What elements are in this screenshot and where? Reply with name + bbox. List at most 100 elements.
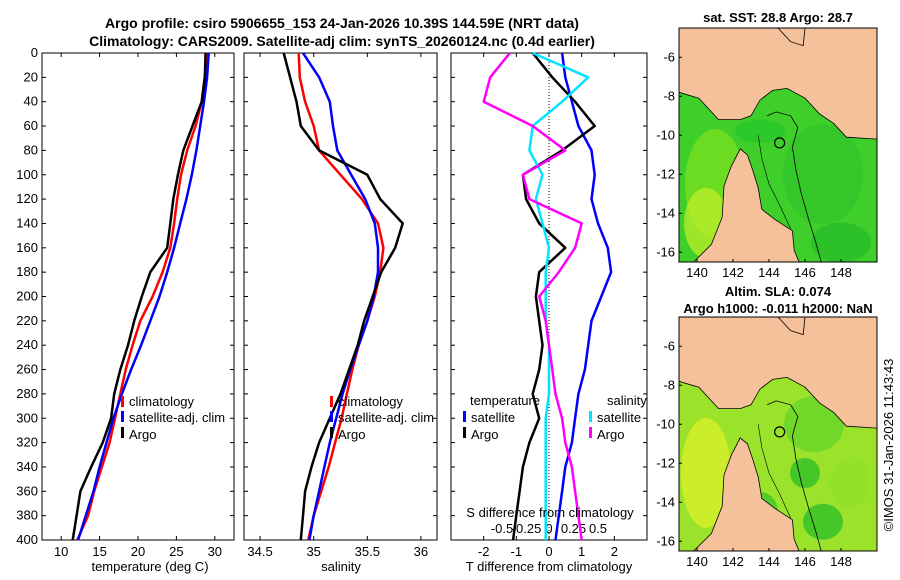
lat-tick-label: -12 [656, 455, 675, 470]
depth-contour [757, 135, 791, 230]
sla-map: 140 142 144 146 148 -6 -8 -10 -12 -14 -16 [656, 316, 878, 569]
lon-tick-label: 140 [686, 265, 708, 280]
lat-tick-label: -6 [663, 338, 675, 353]
t-difference-xlabel: T difference from climatology [466, 559, 633, 574]
lat-tick-label: -12 [656, 166, 675, 181]
series-line-temperature-argo [511, 52, 596, 541]
legend-label-satellite: satellite-adj. clim [338, 410, 434, 425]
y-tick-label: 320 [16, 435, 38, 450]
x-tick-label: 1 [578, 544, 585, 559]
lat-tick-label: -8 [663, 88, 675, 103]
y-tick-label: 340 [16, 459, 38, 474]
salinity-legend: climatology satellite-adj. clim Argo [330, 394, 434, 442]
legend-swatch-climatology [330, 396, 333, 407]
legend-swatch-climatology [121, 396, 124, 407]
lat-tick-label: -14 [656, 494, 675, 509]
map-content [679, 317, 877, 551]
sla-map-subtitle: Argo h1000: -0.011 h2000: NaN [683, 301, 872, 316]
series-line-argo [71, 52, 207, 541]
y-tick-label: 80 [24, 142, 38, 157]
s-tick-label: -0.5 [491, 521, 513, 536]
depth-contour [767, 400, 822, 551]
argo-float-marker [774, 426, 786, 438]
y-tick-label: 300 [16, 410, 38, 425]
x-tick-label: 2 [611, 544, 618, 559]
field-patch [783, 124, 863, 225]
lat-tick-label: -16 [656, 244, 675, 259]
field-patch [784, 396, 844, 453]
legend-label-climatology: climatology [129, 394, 195, 409]
map-frame [678, 27, 878, 263]
legend-swatch-temp-argo [463, 427, 466, 438]
legend-heading-temperature: temperature [470, 393, 540, 408]
salinity-panel: 34.5 35 35.5 36 [243, 52, 438, 559]
legend-swatch-argo [330, 427, 333, 438]
y-tick-label: 120 [16, 191, 38, 206]
lon-tick-label: 146 [794, 265, 816, 280]
x-tick-label: 34.5 [247, 544, 272, 559]
legend-label-satellite: satellite-adj. clim [129, 410, 225, 425]
sst-map: 140 142 144 146 148 -6 -8 -10 -12 -14 -16 [656, 27, 878, 280]
legend-swatch-sal-satellite [589, 411, 592, 422]
plot-frame [41, 52, 235, 541]
legend-label-sal-satellite: satellite [597, 410, 641, 425]
s-tick-label: 0 [545, 521, 552, 536]
temperature-legend: climatology satellite-adj. clim Argo [121, 394, 225, 442]
y-tick-label: 240 [16, 337, 38, 352]
lon-tick-label: 142 [722, 554, 744, 569]
y-tick-label: 140 [16, 215, 38, 230]
depth-contour [767, 111, 822, 262]
temperature-xlabel: temperature (deg C) [91, 559, 208, 574]
x-tick-label: 35 [306, 544, 320, 559]
land-mass [679, 317, 877, 429]
series-line-satellite [76, 52, 210, 541]
land-mass [679, 28, 877, 140]
difference-legend-temperature: temperature satellite Argo [463, 393, 540, 442]
difference-panel: -2 -1 0 1 2 -0.5-0.25 0 0.25 0.5 [450, 51, 648, 559]
title-line-2: Climatology: CARS2009. Satellite-adj cli… [89, 33, 595, 49]
field-patch [681, 418, 731, 528]
x-tick-label: 36 [414, 544, 428, 559]
x-tick-label: -2 [478, 544, 490, 559]
lon-tick-label: 144 [758, 554, 780, 569]
series-line-argo [282, 52, 404, 541]
lon-tick-label: 146 [794, 554, 816, 569]
y-tick-label: 360 [16, 483, 38, 498]
map-frame [678, 316, 878, 552]
lon-tick-label: 148 [830, 554, 852, 569]
imos-credit: ©IMOS 31-Jan-2026 11:43:43 [881, 359, 896, 532]
depth-contour [757, 424, 791, 519]
land-mass [777, 28, 806, 47]
field-patch [811, 222, 871, 262]
land-mass [693, 148, 800, 262]
lon-tick-label: 142 [722, 265, 744, 280]
land-mass [693, 437, 800, 551]
legend-swatch-satellite [330, 411, 333, 422]
legend-swatch-argo [121, 427, 124, 438]
y-tick-label: 160 [16, 240, 38, 255]
argo-float-marker [774, 137, 786, 149]
y-tick-label: 380 [16, 508, 38, 523]
sla-map-title: Altim. SLA: 0.074 [725, 284, 832, 299]
legend-label-climatology: climatology [338, 394, 404, 409]
y-tick-label: 60 [24, 118, 38, 133]
sst-map-title: sat. SST: 28.8 Argo: 28.7 [703, 10, 853, 25]
lat-tick-label: -8 [663, 377, 675, 392]
y-tick-label: 100 [16, 167, 38, 182]
field-patch [735, 119, 785, 144]
series-line-climatology [76, 52, 208, 541]
legend-label-temp-satellite: satellite [471, 410, 515, 425]
y-tick-label: 180 [16, 264, 38, 279]
x-tick-label: 0 [545, 544, 552, 559]
map-content [679, 28, 877, 262]
x-tick-label: 30 [208, 544, 222, 559]
y-tick-label: 400 [16, 532, 38, 547]
temperature-panel: 0 20 40 60 80 100 120 140 160 180 200 220 240 260 280 3… [16, 45, 235, 559]
lat-tick-label: -6 [663, 49, 675, 64]
y-tick-label: 0 [31, 45, 38, 60]
legend-label-argo: Argo [129, 427, 156, 442]
legend-swatch-temp-satellite [463, 411, 466, 422]
legend-swatch-sal-argo [589, 427, 592, 438]
field-patch [830, 457, 870, 508]
